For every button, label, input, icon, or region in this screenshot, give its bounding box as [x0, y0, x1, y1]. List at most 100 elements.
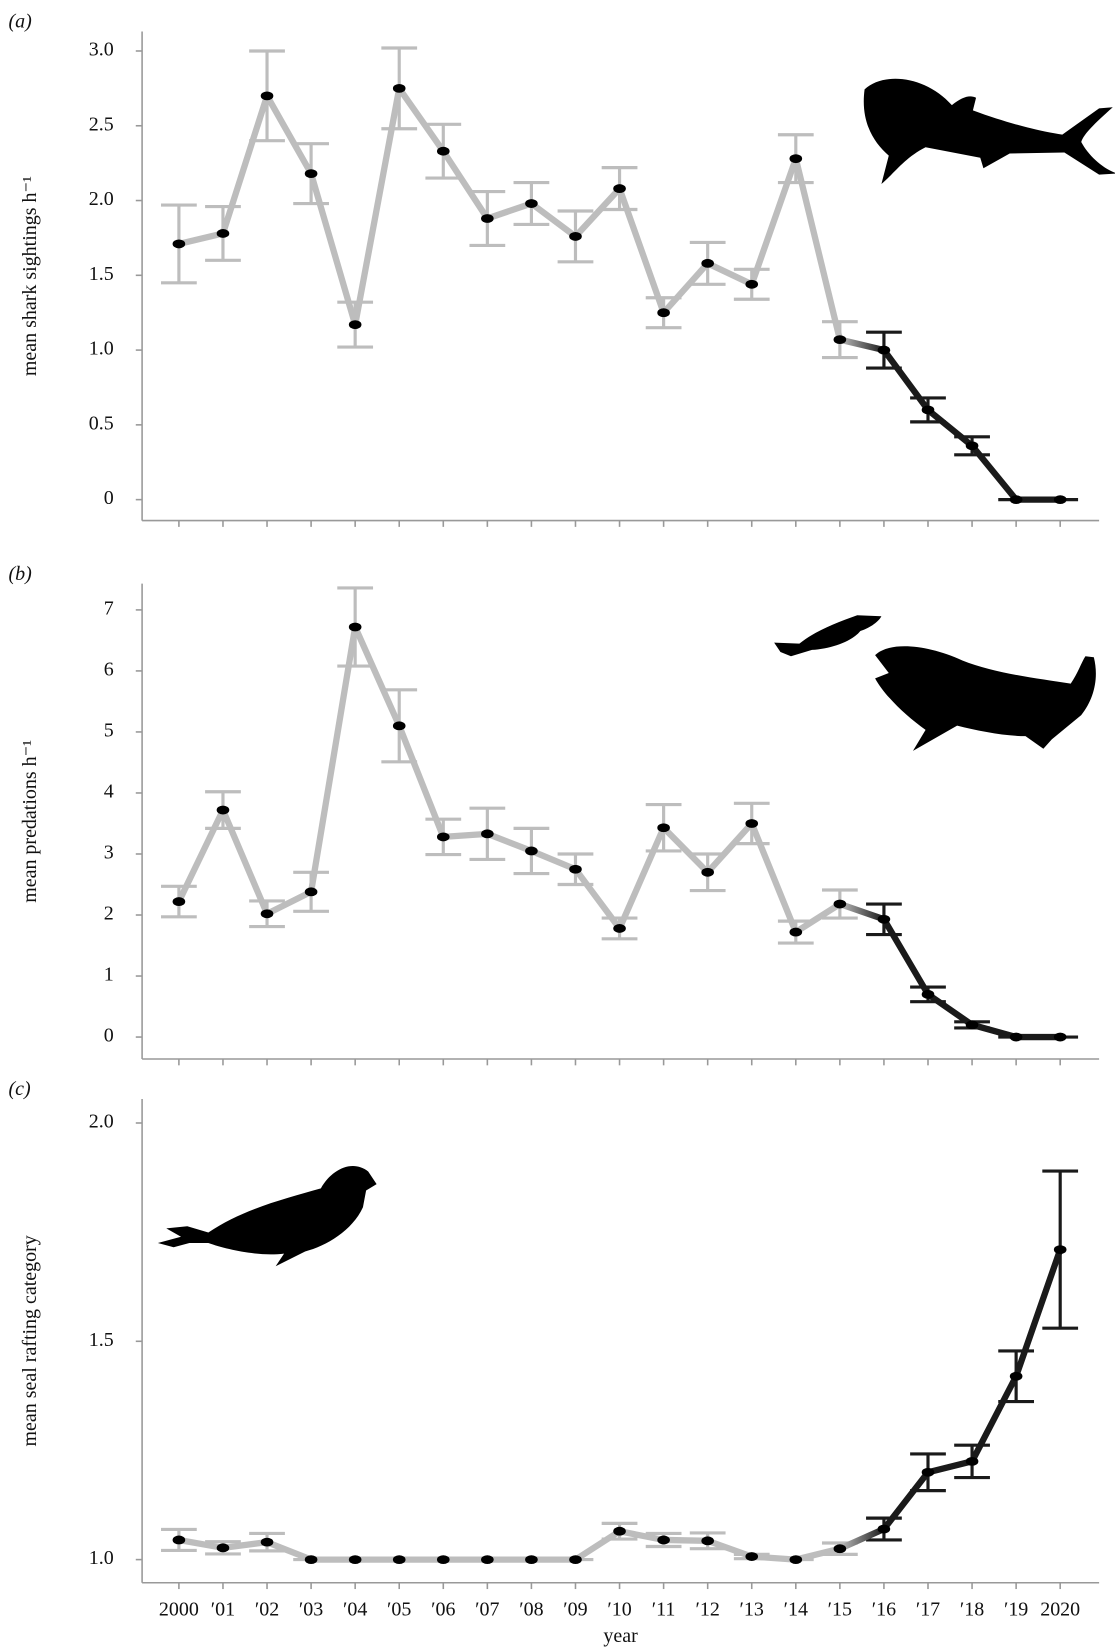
- series-line: [178, 1248, 1064, 1563]
- data-point: [789, 154, 803, 164]
- data-point: [304, 169, 318, 179]
- data-point: [921, 1467, 935, 1477]
- data-point: [348, 1555, 362, 1565]
- data-point: [701, 867, 714, 877]
- data-point: [304, 887, 318, 897]
- data-point: [1009, 1371, 1023, 1381]
- data-point: [1053, 495, 1067, 505]
- data-point: [392, 1555, 406, 1565]
- data-point: [965, 1020, 979, 1030]
- data-point: [745, 819, 759, 828]
- data-point: [921, 989, 935, 999]
- data-point: [701, 1536, 714, 1546]
- y-tick-label: 5: [104, 720, 114, 742]
- data-point: [525, 199, 538, 208]
- y-tick-label: 3: [104, 842, 114, 864]
- data-point: [216, 229, 230, 238]
- x-axis-label: year: [603, 1625, 638, 1647]
- data-point: [877, 1524, 891, 1534]
- data-point: [569, 864, 582, 874]
- x-tick-label: ′15: [828, 1599, 852, 1621]
- data-point: [1053, 1245, 1067, 1255]
- data-point: [965, 441, 979, 451]
- y-tick-label: 6: [104, 659, 114, 681]
- y-tick-label: 0: [104, 487, 114, 509]
- y-tick-label: 2.0: [89, 188, 114, 210]
- x-tick-label: ′08: [519, 1599, 543, 1621]
- data-point: [789, 927, 803, 937]
- y-tick-label: 2: [104, 903, 114, 925]
- y-tick-label: 0: [104, 1025, 114, 1047]
- data-point: [216, 1543, 230, 1553]
- x-tick-label: ′17: [916, 1599, 940, 1621]
- data-point: [172, 1535, 186, 1545]
- x-tick-label: ′13: [740, 1599, 764, 1621]
- y-axis-label: mean shark sightings h⁻¹: [19, 176, 41, 376]
- panel-label: (c): [9, 1078, 32, 1100]
- x-tick-label: ′03: [299, 1599, 323, 1621]
- data-point: [745, 1552, 759, 1561]
- data-point: [392, 721, 406, 731]
- data-point: [436, 1555, 450, 1565]
- x-tick-label: ′09: [563, 1599, 587, 1621]
- data-point: [260, 91, 274, 101]
- x-tick-label: ′02: [255, 1599, 279, 1621]
- seal-silhouette: [157, 1166, 377, 1267]
- data-point: [172, 897, 186, 907]
- data-point: [569, 232, 582, 241]
- data-point: [657, 1535, 670, 1545]
- x-tick-label: ′07: [475, 1599, 499, 1621]
- data-point: [569, 1555, 582, 1565]
- shark-silhouette: [875, 646, 1096, 751]
- data-point: [1053, 1032, 1067, 1042]
- y-tick-label: 1: [104, 964, 114, 986]
- data-point: [921, 405, 935, 415]
- y-axis-label: mean predations h⁻¹: [19, 740, 41, 903]
- data-point: [348, 320, 362, 330]
- data-point: [613, 924, 626, 933]
- y-tick-label: 4: [104, 781, 114, 803]
- y-tick-label: 0.5: [89, 412, 114, 434]
- x-tick-label: ′11: [652, 1599, 676, 1621]
- data-point: [657, 308, 670, 318]
- data-point: [216, 805, 230, 815]
- data-point: [833, 335, 847, 345]
- x-tick-label: ′01: [211, 1599, 235, 1621]
- data-point: [481, 214, 494, 223]
- data-point: [613, 184, 626, 193]
- data-point: [525, 1555, 538, 1565]
- x-tick-label: ′18: [960, 1599, 984, 1621]
- x-tick-label: ′16: [872, 1599, 896, 1621]
- y-tick-label: 1.5: [89, 1329, 114, 1351]
- x-tick-label: ′06: [431, 1599, 455, 1621]
- y-tick-label: 2.5: [89, 113, 114, 135]
- x-tick-label: ′10: [607, 1599, 631, 1621]
- x-tick-label: ′04: [343, 1599, 367, 1621]
- data-point: [1009, 1032, 1023, 1042]
- data-point: [613, 1526, 626, 1536]
- x-tick-label: 2000: [159, 1599, 199, 1621]
- data-point: [833, 899, 847, 909]
- data-point: [348, 622, 362, 632]
- x-tick-label: 2020: [1040, 1599, 1080, 1621]
- y-tick-label: 1.5: [89, 263, 114, 285]
- y-axis-label: mean seal rafting category: [19, 1235, 41, 1446]
- data-point: [877, 345, 891, 355]
- data-point: [1009, 495, 1023, 505]
- data-point: [481, 1555, 494, 1565]
- data-point: [436, 832, 450, 842]
- data-point: [260, 1537, 274, 1547]
- y-tick-label: 7: [104, 597, 114, 619]
- data-point: [260, 909, 274, 919]
- data-point: [525, 846, 538, 856]
- panel-label: (a): [9, 11, 33, 33]
- data-point: [436, 146, 450, 156]
- x-tick-label: ′05: [387, 1599, 411, 1621]
- x-tick-label: ′12: [696, 1599, 720, 1621]
- data-point: [172, 239, 186, 249]
- data-point: [833, 1544, 847, 1554]
- y-tick-label: 3.0: [89, 39, 114, 61]
- data-point: [392, 83, 406, 93]
- data-point: [657, 823, 670, 833]
